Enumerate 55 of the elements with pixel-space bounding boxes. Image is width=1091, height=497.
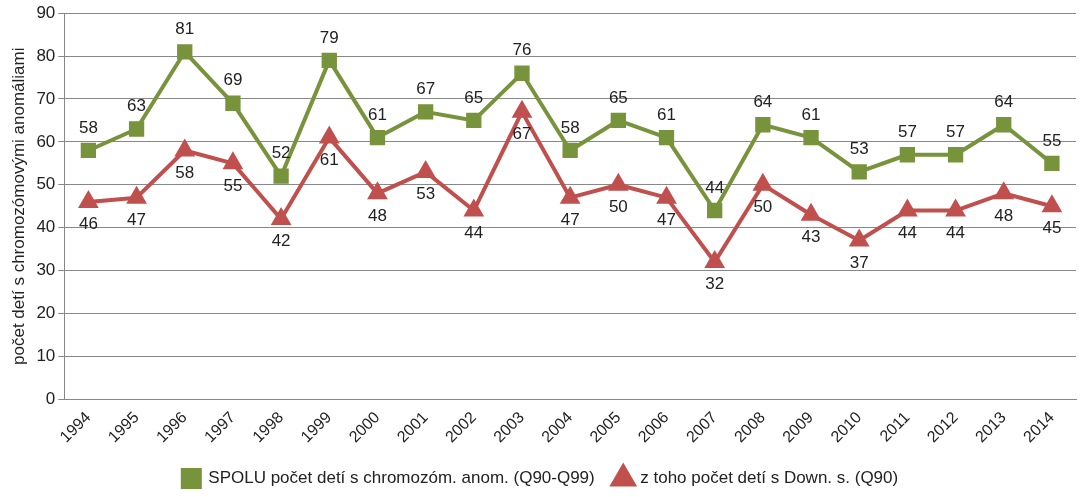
data-label: 61 xyxy=(801,104,821,124)
y-axis-title: počet detí s chromozómovými anomáliami xyxy=(8,47,28,365)
legend-label: z toho počet detí s Down. s. (Q90) xyxy=(640,468,899,488)
data-label: 50 xyxy=(753,196,773,216)
data-label: 47 xyxy=(657,209,676,229)
legend-label: SPOLU počet detí s chromozóm. anom. (Q90-Q99) xyxy=(208,468,595,488)
data-label: 47 xyxy=(560,209,580,229)
data-label: 79 xyxy=(319,27,339,47)
data-label: 42 xyxy=(271,231,291,251)
data-label: 44 xyxy=(705,177,725,197)
data-label: 58 xyxy=(560,117,580,137)
y-tick-label: 90 xyxy=(36,2,56,22)
data-label: 65 xyxy=(464,87,484,107)
data-label: 50 xyxy=(608,196,628,216)
y-tick-label: 60 xyxy=(36,131,56,151)
data-label: 32 xyxy=(705,274,725,294)
data-label: 64 xyxy=(994,91,1014,111)
data-label: 57 xyxy=(946,121,966,141)
data-label: 55 xyxy=(1042,130,1062,150)
data-label: 52 xyxy=(271,143,291,163)
data-label: 44 xyxy=(946,222,966,242)
y-tick-label: 40 xyxy=(36,217,56,237)
y-tick-label: 30 xyxy=(36,260,56,280)
y-tick-label: 80 xyxy=(36,45,56,65)
data-label: 44 xyxy=(464,222,484,242)
y-tick-label: 20 xyxy=(36,303,56,323)
y-tick-label: 10 xyxy=(36,346,56,366)
data-label: 67 xyxy=(416,79,436,99)
data-label: 53 xyxy=(416,184,436,204)
data-label: 44 xyxy=(897,222,917,242)
data-label: 55 xyxy=(223,175,243,195)
data-label: 58 xyxy=(78,117,98,137)
data-label: 46 xyxy=(78,214,98,234)
data-label: 58 xyxy=(175,162,195,182)
data-label: 43 xyxy=(801,226,821,246)
data-label: 61 xyxy=(367,104,387,124)
data-label: 61 xyxy=(657,104,676,124)
y-tick-label: 50 xyxy=(36,174,56,194)
data-label: 37 xyxy=(849,252,869,272)
data-label: 69 xyxy=(223,70,243,90)
data-label: 64 xyxy=(753,91,773,111)
data-label: 63 xyxy=(127,96,147,116)
data-label: 76 xyxy=(512,40,532,60)
data-label: 57 xyxy=(897,121,917,141)
data-label: 61 xyxy=(319,149,339,169)
data-label: 67 xyxy=(512,124,532,144)
data-label: 47 xyxy=(127,209,147,229)
data-label: 65 xyxy=(608,87,628,107)
data-label: 48 xyxy=(994,205,1014,225)
data-label: 81 xyxy=(175,18,195,38)
y-tick-label: 0 xyxy=(45,388,56,408)
data-label: 48 xyxy=(367,205,387,225)
data-label: 45 xyxy=(1042,218,1062,238)
y-tick-label: 70 xyxy=(36,88,56,108)
data-label: 53 xyxy=(849,139,869,159)
